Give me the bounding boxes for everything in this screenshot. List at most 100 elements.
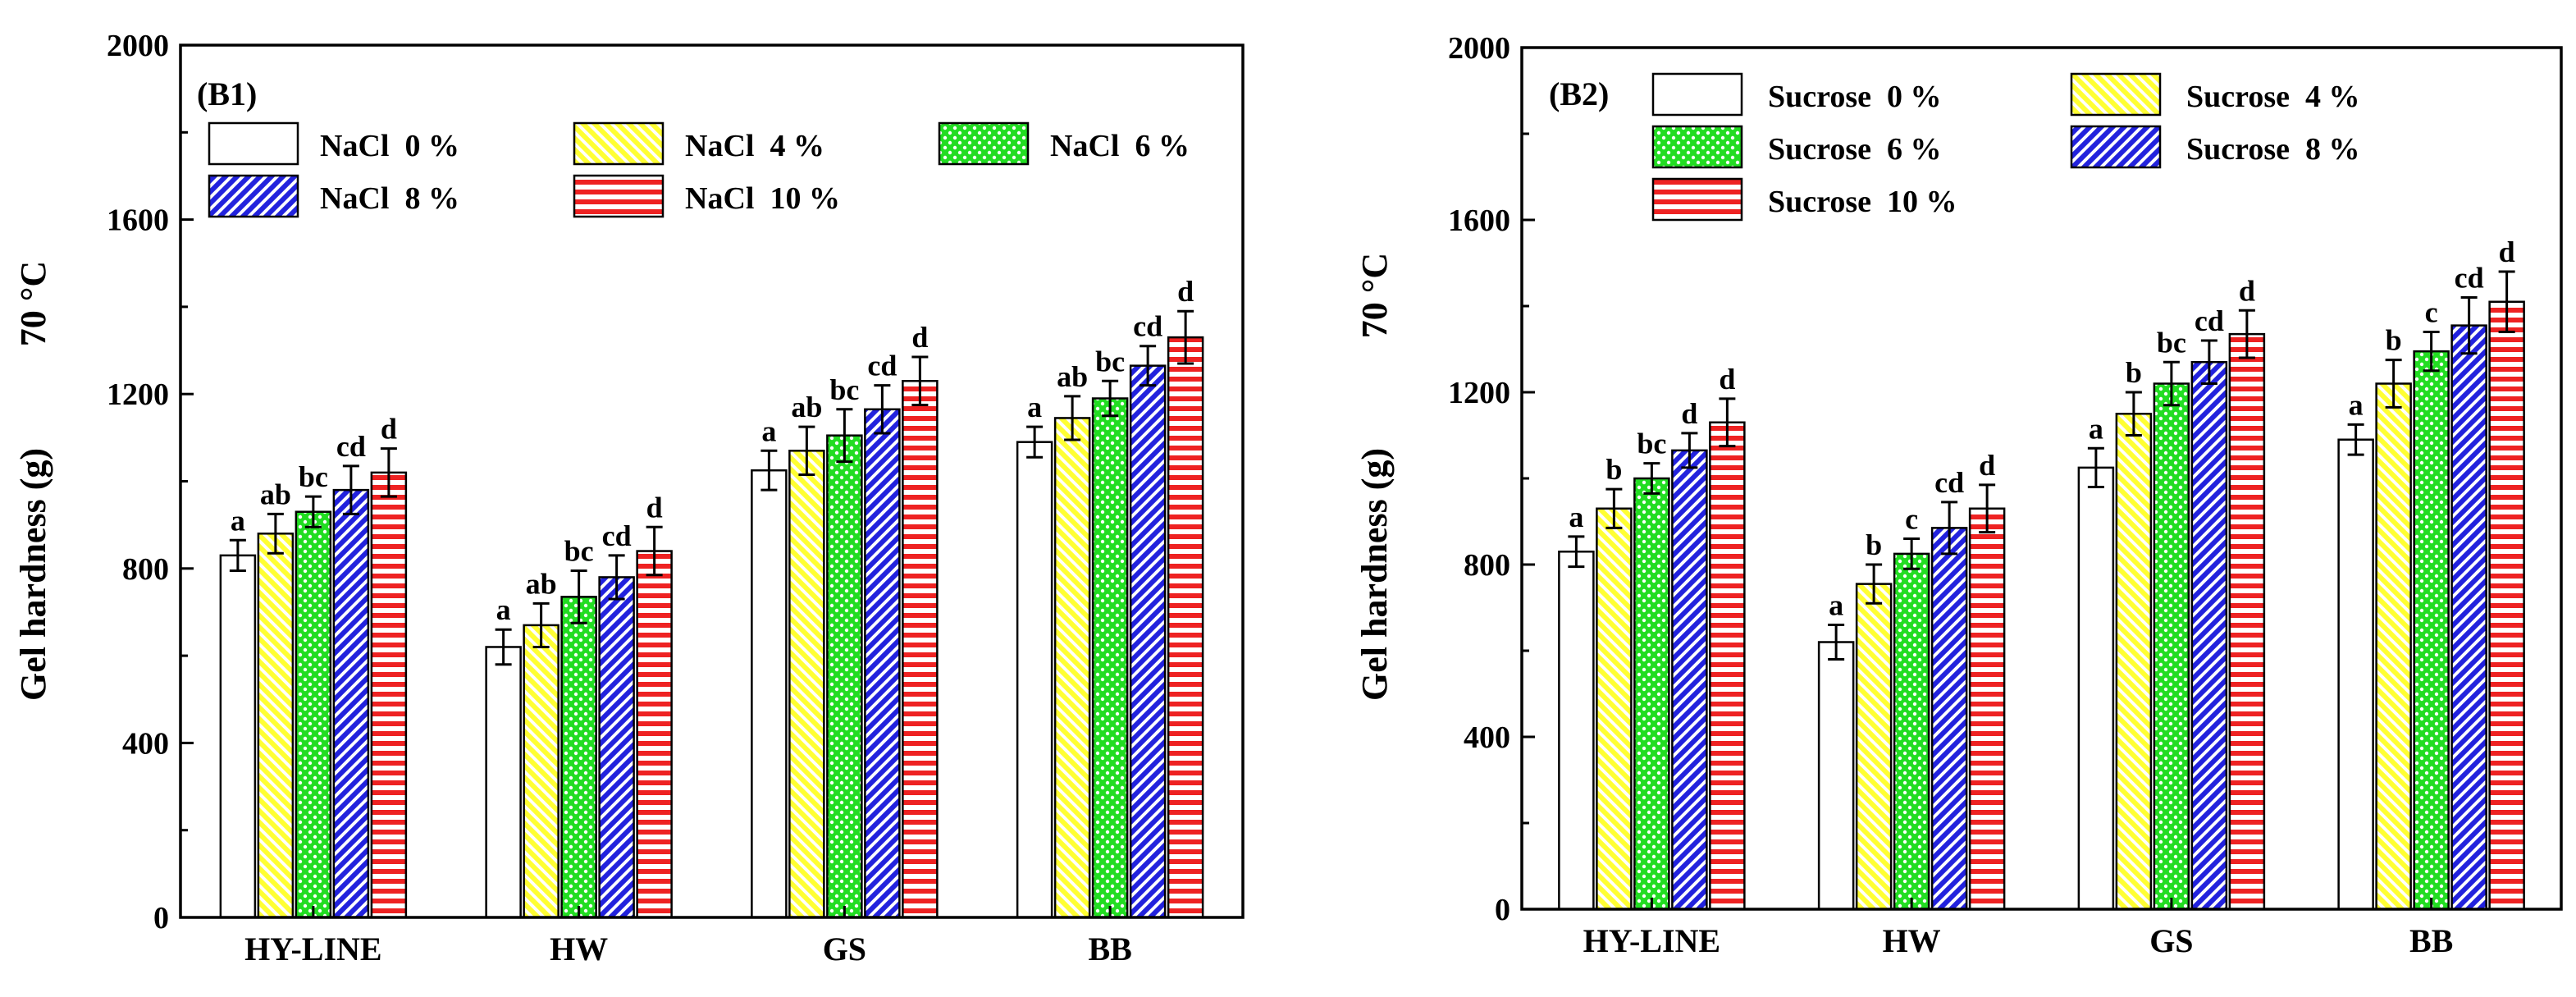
bar-bb-series-4 [2450,324,2487,911]
bar-hy-line-series-2 [257,533,295,919]
error-bar [304,495,322,528]
error-bar [570,569,587,624]
significance-letter: ab [260,478,291,510]
y-tick-label: 1200 [1448,376,1510,410]
error-bar [2385,359,2402,409]
significance-letter: cd [1934,466,1964,499]
bar-gs-series-3 [2153,382,2190,911]
significance-letter: a [1569,501,1583,533]
error-bar [760,449,778,492]
significance-letter: d [2239,274,2255,307]
significance-letter: bc [2157,326,2186,359]
legend-label: NaCl 0 % [320,129,459,163]
significance-letter: ab [791,391,822,423]
significance-letter: d [381,413,397,446]
legend-item: Sucrose 4 % [2070,72,2359,117]
error-bar [646,525,663,577]
bar-hy-line-series-4 [332,488,370,919]
significance-letter: a [1829,589,1843,622]
bar-hy-line-series-4 [1671,449,1708,911]
legend-item: Sucrose 6 % [1651,125,1941,169]
bar-bb-series-1 [2337,438,2374,911]
x-category-label: HW [1883,922,1941,959]
bar-hw-series-2 [523,624,560,919]
bar-bb-series-5 [1167,336,1204,919]
y-tick-label: 2000 [107,29,169,63]
error-bar [798,425,815,477]
y-tick-label: 800 [1464,548,1510,583]
error-bar [1903,537,1921,570]
significance-letter: d [1177,275,1194,308]
significance-letter: a [1027,391,1042,423]
bar-hw-series-3 [1893,552,1930,911]
error-bar [2087,446,2104,488]
error-bar [1177,309,1194,365]
significance-letter: b [1605,453,1622,486]
significance-letter: cd [336,430,366,463]
significance-letter: bc [564,534,594,567]
bar-hw-series-2 [1855,583,1893,911]
x-category-label: BB [2409,922,2453,959]
bar-bb-series-3 [2413,350,2450,911]
error-bar [267,512,284,555]
error-bar [608,554,625,601]
significance-letter: c [1905,503,1918,536]
legend-label: NaCl 8 % [320,181,459,216]
legend-label: Sucrose 4 % [2186,80,2359,114]
y-tick-label: 400 [1464,720,1510,755]
error-bar [1605,487,1623,529]
bar-bb-series-5 [2488,300,2525,911]
bar-gs-series-1 [751,469,788,919]
y-tick-label: 2000 [1448,31,1510,66]
bar-hy-line-series-3 [1633,477,1670,911]
bar-gs-series-2 [2115,413,2153,911]
legend-item: NaCl 8 % [208,174,459,218]
significance-letter: cd [2195,304,2224,337]
significance-letter: a [761,414,776,447]
legend-label: Sucrose 0 % [1768,80,1941,114]
error-bar [532,601,550,648]
bar-hw-series-1 [1817,641,1855,911]
legend-item: Sucrose 0 % [1651,72,1941,117]
significance-letter: bc [829,373,859,406]
error-bar [2200,339,2217,385]
bar-hw-series-5 [1968,507,2006,911]
significance-letter: d [911,321,928,354]
error-bar [2163,360,2180,407]
bar-gs-series-4 [864,408,901,919]
error-bar [2125,391,2142,437]
bar-hy-line-series-5 [370,471,408,919]
legend-swatch [208,174,299,218]
error-bar [1026,425,1044,459]
legend-item: Sucrose 8 % [2070,125,2359,169]
significance-letter: bc [1637,428,1666,460]
significance-letter: a [496,593,511,626]
error-bar [2460,296,2478,355]
bar-bb-series-2 [1053,417,1091,919]
significance-letter: ab [526,567,557,600]
legend-label: Sucrose 8 % [2186,132,2359,167]
error-bar [2347,423,2364,456]
x-category-label: GS [2149,922,2193,959]
bar-hw-series-4 [598,576,635,919]
bar-hy-line-series-5 [1709,421,1746,911]
significance-letter: bc [1095,345,1125,377]
x-category-label: HY-LINE [1583,922,1720,959]
error-bar [911,355,929,406]
error-bar [342,464,359,515]
error-bar [2238,309,2255,359]
significance-letter: cd [867,350,897,382]
error-bar [229,538,246,572]
plot-frame [179,43,1245,919]
legend-swatch [1651,177,1743,222]
bar-gs-series-3 [826,434,863,919]
bar-hy-line-series-3 [295,510,332,919]
legend-item: NaCl 6 % [938,121,1190,166]
error-bar [1140,345,1157,387]
y-tick-label: 0 [1495,893,1510,927]
significance-letter: cd [2455,262,2484,295]
legend-label: Sucrose 6 % [1768,132,1941,167]
plot-frame [1520,46,2563,911]
